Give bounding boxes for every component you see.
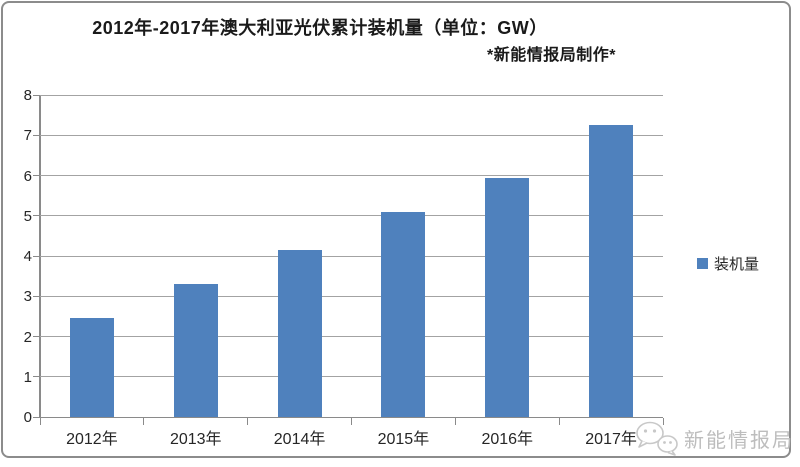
watermark-text: 新能情报局 <box>684 429 794 452</box>
y-axis-label: 8 <box>23 87 32 104</box>
y-axis-tick <box>33 94 40 96</box>
legend: 装机量 <box>697 253 759 274</box>
wechat-chat-bubbles-icon <box>636 421 678 456</box>
x-axis-label: 2017年 <box>585 431 637 448</box>
gridline <box>40 94 663 96</box>
legend-label: 装机量 <box>714 256 760 273</box>
y-axis-labels: 0 1 2 3 4 5 6 7 8 <box>0 88 32 425</box>
x-axis-label: 2014年 <box>273 431 326 448</box>
x-axis-label: 2015年 <box>377 431 430 448</box>
gridline <box>40 336 663 337</box>
x-axis-label: 2016年 <box>481 431 534 448</box>
y-axis-tick <box>33 255 40 257</box>
plot-area <box>33 94 664 425</box>
gridline <box>40 215 663 217</box>
bar-2012年 <box>69 318 114 417</box>
watermark: 新能情报局 <box>634 419 794 457</box>
gridline <box>40 175 663 176</box>
x-axis-tick <box>351 418 352 425</box>
y-axis-tick <box>33 336 40 337</box>
y-axis-label: 3 <box>23 288 32 306</box>
x-axis-tick <box>39 418 41 425</box>
y-axis-label: 7 <box>23 127 32 145</box>
chart-subtitle: *新能情报局制作* <box>487 47 616 64</box>
y-axis-label: 4 <box>23 248 32 265</box>
y-axis-tick <box>33 295 40 297</box>
y-axis-tick <box>33 134 40 136</box>
gridline <box>40 376 663 378</box>
bar-2016年 <box>485 177 530 417</box>
chart-title: 2012年-2017年澳大利亚光伏累计装机量（单位：GW） <box>92 18 548 38</box>
y-axis-label: 6 <box>23 167 32 185</box>
y-axis-label: 5 <box>23 207 32 225</box>
x-axis-tick <box>247 418 249 425</box>
bar-2015年 <box>381 211 426 417</box>
y-axis-label: 1 <box>23 368 32 386</box>
y-axis-tick <box>33 416 40 418</box>
x-axis-tick <box>558 418 560 425</box>
y-axis-tick <box>33 215 40 217</box>
bar-2013年 <box>173 284 218 417</box>
x-axis-tick <box>143 418 145 425</box>
y-axis-label: 2 <box>23 328 32 346</box>
bar-2017年 <box>589 125 634 417</box>
x-axis-label: 2012年 <box>66 431 118 448</box>
y-axis-label: 0 <box>23 409 32 426</box>
legend-swatch-icon <box>697 258 708 269</box>
y-axis-tick <box>33 175 40 176</box>
gridline <box>40 134 663 136</box>
gridline <box>40 295 663 297</box>
gridline <box>40 255 663 257</box>
bar-2014年 <box>277 249 322 417</box>
x-axis-tick <box>662 418 664 425</box>
x-axis-tick <box>454 418 456 425</box>
x-axis-label: 2013年 <box>169 431 222 448</box>
x-axis-line <box>39 416 663 418</box>
x-axis-labels: 2012年 2013年 2014年 2015年 2016年 2017年 <box>40 425 663 448</box>
y-axis-tick <box>33 376 40 378</box>
